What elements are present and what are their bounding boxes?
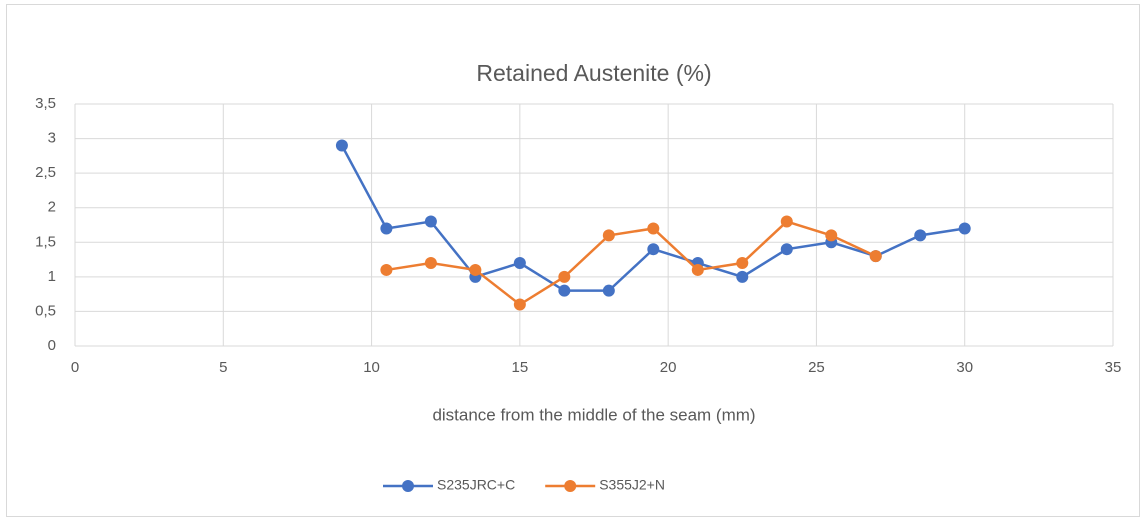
- x-tick-label: 30: [956, 359, 973, 376]
- legend-label: S355J2+N: [599, 477, 665, 493]
- legend-marker: [402, 480, 414, 492]
- y-tick-label: 2,5: [35, 164, 56, 181]
- data-point: [424, 215, 437, 228]
- data-point: [424, 257, 437, 270]
- x-tick-label: 20: [660, 359, 677, 376]
- y-tick-label: 3: [48, 130, 56, 147]
- x-axis-label: distance from the middle of the seam (mm…: [432, 405, 755, 424]
- y-tick-label: 1: [48, 268, 56, 285]
- legend-marker: [564, 480, 577, 492]
- series-line: [386, 220, 877, 307]
- data-point: [513, 298, 526, 311]
- data-point: [602, 284, 615, 297]
- data-point: [513, 257, 526, 270]
- data-point: [602, 229, 615, 242]
- data-point: [869, 250, 882, 263]
- x-tick-label: 10: [363, 359, 380, 376]
- y-tick-label: 0: [48, 337, 56, 354]
- y-tick-label: 1,5: [35, 233, 56, 250]
- x-tick-label: 25: [808, 359, 825, 376]
- data-point: [558, 270, 571, 283]
- data-point: [736, 257, 749, 270]
- y-tick-label: 0,5: [35, 302, 56, 319]
- data-point: [335, 139, 348, 152]
- data-point: [914, 229, 927, 242]
- y-tick-label: 2: [48, 199, 56, 216]
- data-point: [647, 243, 660, 256]
- data-point: [958, 222, 971, 235]
- data-point: [736, 270, 749, 283]
- data-point: [380, 263, 393, 276]
- data-point: [380, 222, 393, 235]
- data-point: [647, 222, 660, 235]
- y-tick-label: 3,5: [35, 95, 56, 112]
- data-point: [780, 243, 793, 256]
- data-point: [558, 284, 571, 297]
- data-point: [825, 229, 838, 242]
- data-point: [780, 215, 793, 228]
- x-tick-label: 5: [219, 359, 227, 376]
- x-tick-label: 0: [71, 359, 79, 376]
- data-point: [691, 263, 704, 276]
- chart-frame: [6, 4, 1140, 517]
- x-tick-label: 35: [1105, 359, 1122, 376]
- legend-label: S235JRC+C: [437, 477, 515, 493]
- x-tick-label: 15: [512, 359, 529, 376]
- data-point: [469, 263, 482, 276]
- chart-title: Retained Austenite (%): [476, 60, 711, 86]
